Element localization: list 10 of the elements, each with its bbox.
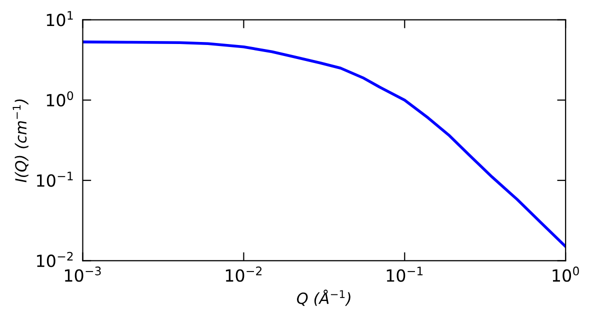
x-tick-label: 10$^{0}$ (552, 266, 579, 282)
y-tick-label: 10$^{1}$ (46, 11, 73, 26)
x-axis-title: Q (Å$^{−1}$) (296, 290, 350, 306)
x-tick-label: 10$^{−2}$ (226, 266, 262, 282)
y-tick-label: 10$^{−1}$ (37, 172, 73, 187)
y-axis-title: I(Q) (cm$^{−1}$) (12, 99, 28, 182)
y-tick-label: 10$^{0}$ (46, 91, 74, 107)
y-tick-label: 10$^{−2}$ (37, 252, 73, 268)
x-tick-label: 10$^{−1}$ (386, 266, 423, 282)
x-tick-label: 10$^{−3}$ (64, 266, 101, 282)
